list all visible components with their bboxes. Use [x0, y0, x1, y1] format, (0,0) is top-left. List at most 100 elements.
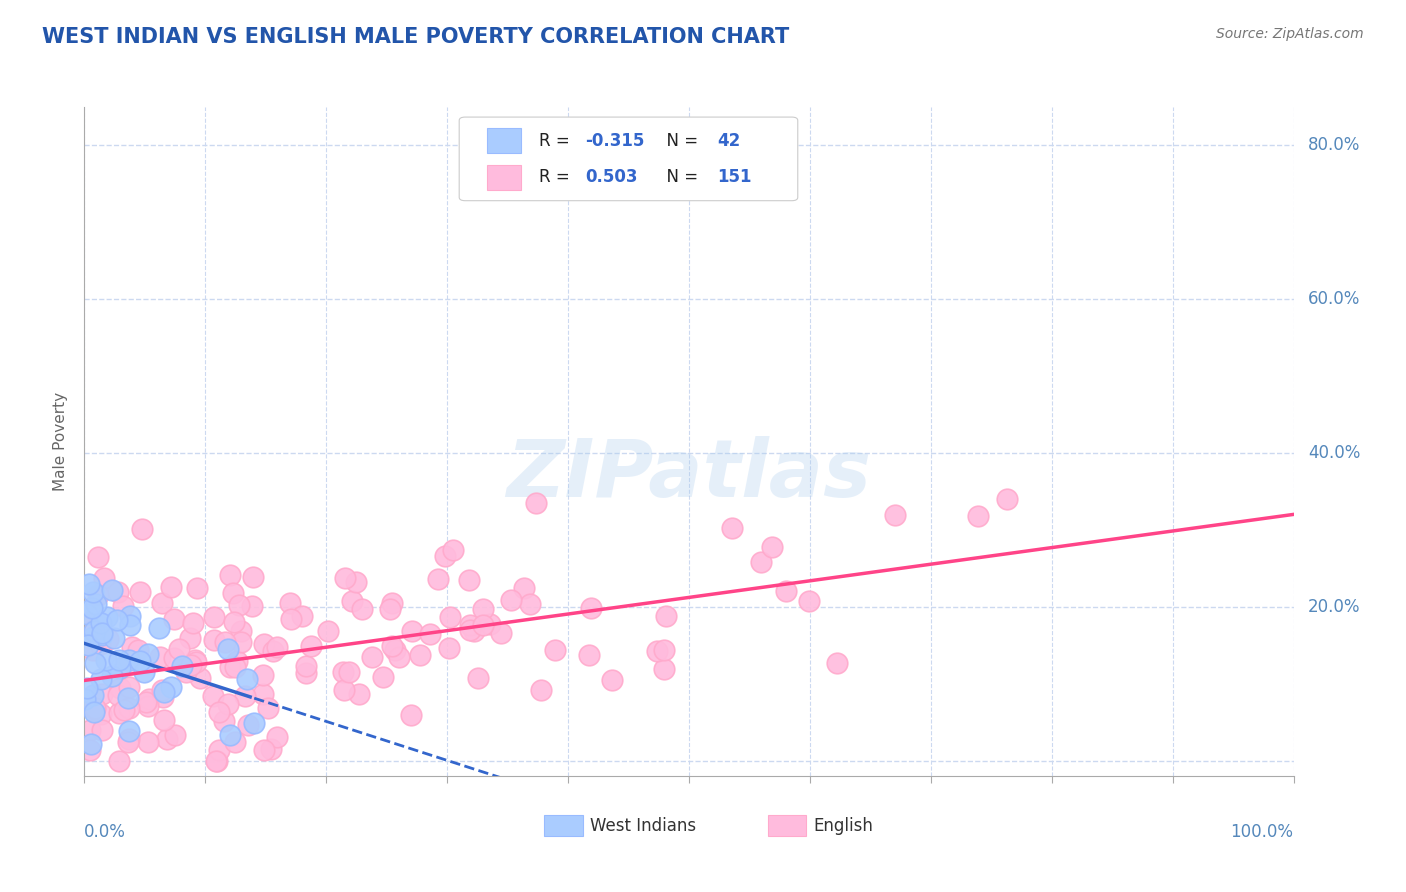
Point — [79, 737, 101, 751]
Point — [458, 624, 481, 638]
Point — [167, 642, 190, 657]
Point — [441, 542, 464, 557]
Point — [111, 599, 134, 614]
Point — [433, 549, 456, 564]
Point — [76, 681, 98, 696]
Point — [262, 644, 284, 658]
Text: ZIPatlas: ZIPatlas — [506, 436, 872, 514]
Point — [82, 688, 104, 702]
Point — [83, 702, 105, 716]
Point — [79, 577, 101, 591]
Point — [749, 555, 772, 569]
Text: 20.0%: 20.0% — [1308, 598, 1361, 615]
Point — [252, 687, 274, 701]
Text: -0.315: -0.315 — [585, 131, 644, 150]
Point — [152, 596, 174, 610]
Point — [118, 731, 141, 746]
Point — [825, 657, 848, 671]
Point — [472, 601, 495, 615]
Point — [174, 665, 197, 680]
Point — [222, 615, 245, 630]
Point — [118, 653, 141, 667]
Point — [83, 706, 105, 720]
Point — [93, 571, 115, 585]
Point — [121, 640, 143, 654]
Bar — [544, 815, 582, 837]
Text: WEST INDIAN VS ENGLISH MALE POVERTY CORRELATION CHART: WEST INDIAN VS ENGLISH MALE POVERTY CORR… — [42, 27, 789, 46]
Point — [299, 639, 322, 653]
Point — [112, 703, 135, 717]
Point — [188, 671, 211, 685]
Point — [489, 626, 512, 640]
Text: 100.0%: 100.0% — [1230, 822, 1294, 841]
Point — [149, 649, 172, 664]
Point — [243, 716, 266, 731]
Point — [110, 661, 132, 675]
Point — [100, 669, 122, 683]
Point — [86, 550, 108, 565]
Point — [253, 637, 276, 651]
Point — [799, 594, 821, 608]
Point — [344, 574, 367, 589]
Text: 40.0%: 40.0% — [1308, 444, 1361, 462]
Point — [73, 615, 96, 630]
Point — [90, 616, 112, 631]
Point — [229, 635, 252, 649]
Point — [280, 612, 302, 626]
Point — [186, 655, 208, 669]
Text: 60.0%: 60.0% — [1308, 290, 1361, 309]
Point — [224, 660, 246, 674]
Point — [90, 626, 112, 640]
Point — [186, 581, 208, 595]
Text: West Indians: West Indians — [589, 817, 696, 835]
Point — [219, 728, 242, 742]
Point — [76, 607, 98, 621]
Point — [118, 681, 141, 695]
Point — [97, 632, 120, 647]
Point — [224, 735, 246, 749]
Point — [120, 609, 142, 624]
Point — [458, 618, 481, 632]
Point — [202, 690, 225, 704]
Point — [995, 491, 1018, 506]
Point — [205, 754, 228, 768]
Point — [278, 595, 301, 609]
Point — [138, 692, 160, 706]
Point — [108, 653, 131, 667]
Point — [295, 658, 318, 673]
Point — [761, 541, 783, 555]
Point — [217, 641, 239, 656]
Point — [108, 681, 131, 695]
Point — [90, 672, 112, 686]
Point — [654, 642, 676, 657]
Text: English: English — [814, 817, 873, 835]
Point — [600, 673, 623, 688]
Point — [150, 682, 173, 697]
Point — [472, 617, 495, 632]
Text: 151: 151 — [717, 169, 751, 186]
Point — [90, 723, 112, 737]
Point — [208, 743, 231, 757]
Point — [118, 617, 141, 632]
Point — [107, 754, 129, 768]
Point — [96, 610, 118, 624]
Point — [240, 599, 263, 613]
Point — [101, 583, 124, 598]
Point — [409, 648, 432, 662]
Point — [90, 707, 112, 722]
Text: Source: ZipAtlas.com: Source: ZipAtlas.com — [1216, 27, 1364, 41]
Point — [132, 665, 155, 679]
Point — [212, 714, 235, 728]
Point — [478, 616, 501, 631]
Point — [136, 735, 159, 749]
Point — [499, 593, 522, 607]
Text: N =: N = — [657, 131, 703, 150]
Point — [352, 601, 374, 615]
Point — [290, 608, 312, 623]
Point — [233, 689, 256, 703]
Point — [519, 597, 541, 611]
Point — [170, 658, 193, 673]
Point — [260, 742, 283, 756]
Point — [159, 680, 181, 694]
Point — [128, 585, 150, 599]
